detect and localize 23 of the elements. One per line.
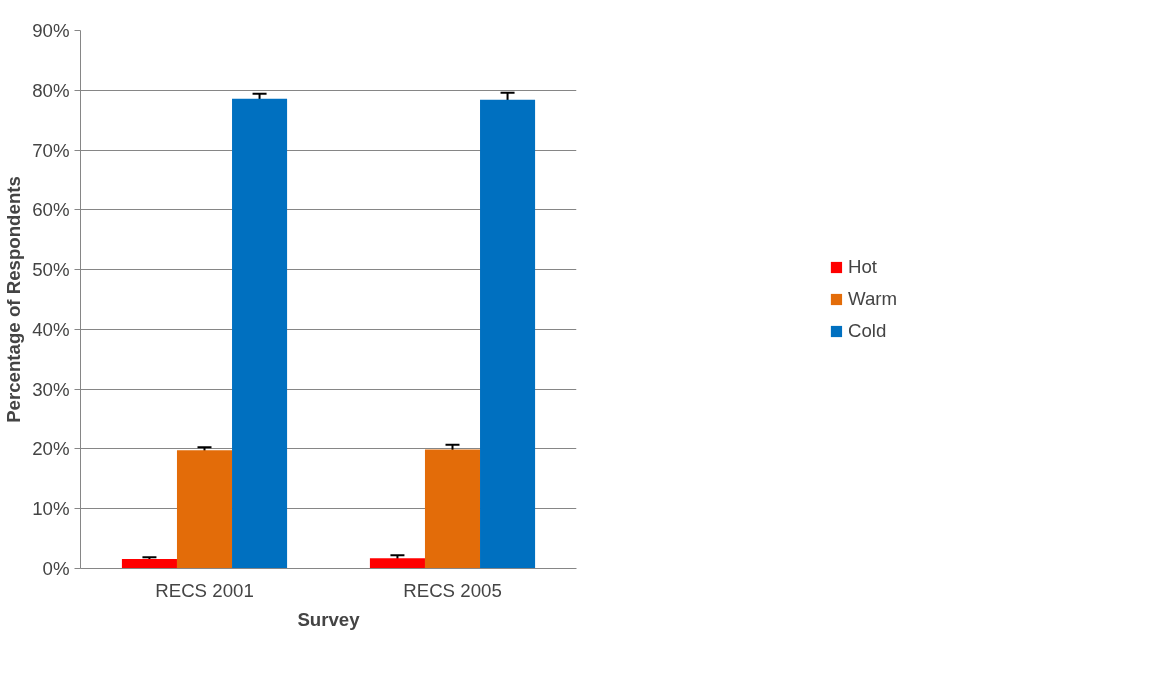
y-tick-label: 40%: [32, 318, 70, 340]
y-tick-label: 20%: [32, 438, 70, 460]
y-tick-label: 50%: [32, 259, 70, 281]
bar: [176, 450, 233, 569]
y-tick-label: 30%: [32, 378, 70, 400]
x-tick-label: RECS 2001: [155, 579, 254, 601]
legend-label: Warm: [847, 288, 898, 310]
x-axis-title: Survey: [297, 608, 361, 630]
bar: [424, 449, 481, 569]
y-tick-label: 10%: [32, 498, 70, 520]
legend-label: Hot: [847, 256, 878, 278]
y-tick-label: 80%: [32, 79, 70, 101]
bar: [121, 558, 177, 569]
y-tick-label: 60%: [32, 199, 70, 221]
x-tick-label: RECS 2005: [403, 579, 502, 601]
y-tick-label: 0%: [42, 558, 70, 579]
bar: [232, 98, 288, 569]
bar: [480, 99, 536, 569]
y-tick-label: 90%: [32, 20, 70, 41]
legend-label: Cold: [847, 320, 887, 342]
y-tick-label: 70%: [32, 139, 70, 161]
y-axis-title: Percentage of Respondents: [3, 176, 25, 423]
bar: [369, 558, 425, 569]
